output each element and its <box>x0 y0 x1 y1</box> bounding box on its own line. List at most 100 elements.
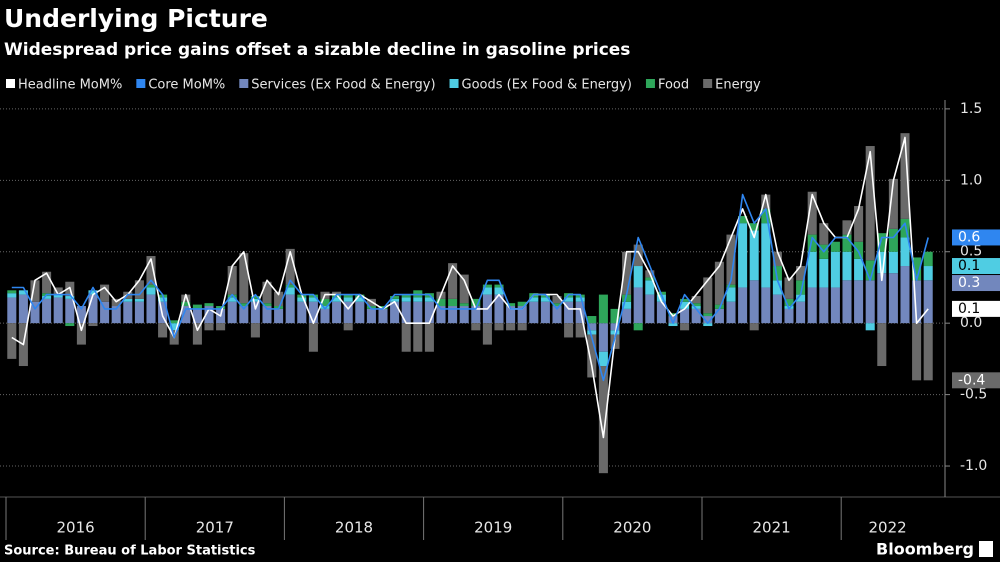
bar <box>158 297 168 302</box>
bar <box>285 294 295 324</box>
bar <box>761 287 771 324</box>
bar <box>471 298 481 307</box>
bar <box>610 308 620 324</box>
bar <box>413 297 423 302</box>
bar <box>181 301 191 307</box>
bar <box>448 306 458 324</box>
y-tick-label: 0.5 <box>960 244 982 260</box>
bar <box>796 294 806 302</box>
bar <box>18 294 28 324</box>
bar <box>390 301 400 324</box>
bar <box>854 280 864 324</box>
bar <box>320 308 330 324</box>
bar <box>366 306 376 309</box>
bar <box>7 297 17 324</box>
bar <box>877 233 887 252</box>
bar <box>529 301 539 324</box>
bar <box>332 301 342 324</box>
bar <box>691 308 701 324</box>
bar <box>517 323 527 331</box>
bar <box>575 297 585 302</box>
bar <box>88 323 98 327</box>
bar <box>622 251 632 295</box>
legend-swatch <box>645 79 655 88</box>
bar <box>227 294 237 298</box>
bar <box>204 323 214 331</box>
bar <box>796 266 806 281</box>
end-label-bg <box>952 275 1000 292</box>
bar <box>169 323 179 331</box>
bar <box>42 298 52 324</box>
bar <box>239 306 249 324</box>
bar <box>807 234 817 252</box>
y-tick-label: 1.5 <box>960 101 982 117</box>
bar <box>598 351 608 367</box>
bar <box>888 178 898 229</box>
bar <box>239 303 249 307</box>
x-tick-label: 2018 <box>335 519 373 537</box>
chart-title: Underlying Picture <box>4 4 268 33</box>
bar <box>830 251 840 288</box>
x-tick-label: 2021 <box>753 519 791 537</box>
bar <box>807 287 817 324</box>
bar <box>749 230 759 281</box>
legend-label: Core MoM% <box>148 78 225 93</box>
bar <box>343 301 353 324</box>
bar <box>517 301 527 307</box>
bar <box>865 323 875 331</box>
bar <box>587 323 597 331</box>
bar <box>842 234 852 252</box>
bar <box>413 301 423 324</box>
bar <box>726 284 736 288</box>
bar <box>552 303 562 307</box>
bar <box>854 241 864 259</box>
bar <box>540 297 550 302</box>
bar <box>784 277 794 299</box>
bar <box>424 301 434 324</box>
bar <box>436 306 446 324</box>
bar <box>343 297 353 302</box>
bar <box>749 223 759 231</box>
bar <box>401 294 411 298</box>
bar <box>784 308 794 324</box>
bar <box>76 323 86 345</box>
bar <box>888 228 898 252</box>
bar <box>308 301 318 324</box>
bar <box>912 323 922 381</box>
bar <box>830 287 840 324</box>
bar <box>239 253 249 304</box>
bar <box>726 287 736 302</box>
bar <box>656 294 666 302</box>
y-tick-label: 0.0 <box>960 315 982 331</box>
bar <box>227 301 237 324</box>
bar <box>761 223 771 288</box>
bar <box>761 194 771 209</box>
bar <box>494 294 504 324</box>
bar <box>575 323 585 338</box>
end-label: 0.3 <box>958 275 980 291</box>
x-tick-label: 2022 <box>869 519 907 537</box>
bar <box>796 301 806 324</box>
bar <box>30 280 40 302</box>
bar <box>877 273 887 324</box>
bar <box>494 287 504 295</box>
end-label-bg <box>952 300 1000 317</box>
bar <box>807 251 817 288</box>
bar <box>146 287 156 295</box>
x-tick-label: 2020 <box>613 519 651 537</box>
bar <box>912 257 922 281</box>
bar <box>401 297 411 302</box>
bar <box>285 287 295 295</box>
bar <box>250 296 260 299</box>
bar <box>204 306 214 324</box>
bar <box>819 223 829 245</box>
bar <box>714 308 724 324</box>
bar <box>436 298 446 307</box>
bar <box>297 301 307 324</box>
end-label-bg <box>952 372 1000 389</box>
bar <box>459 303 469 307</box>
end-label: 0.1 <box>958 258 980 274</box>
bar <box>158 323 168 338</box>
bar <box>738 216 748 224</box>
bar <box>796 280 806 295</box>
